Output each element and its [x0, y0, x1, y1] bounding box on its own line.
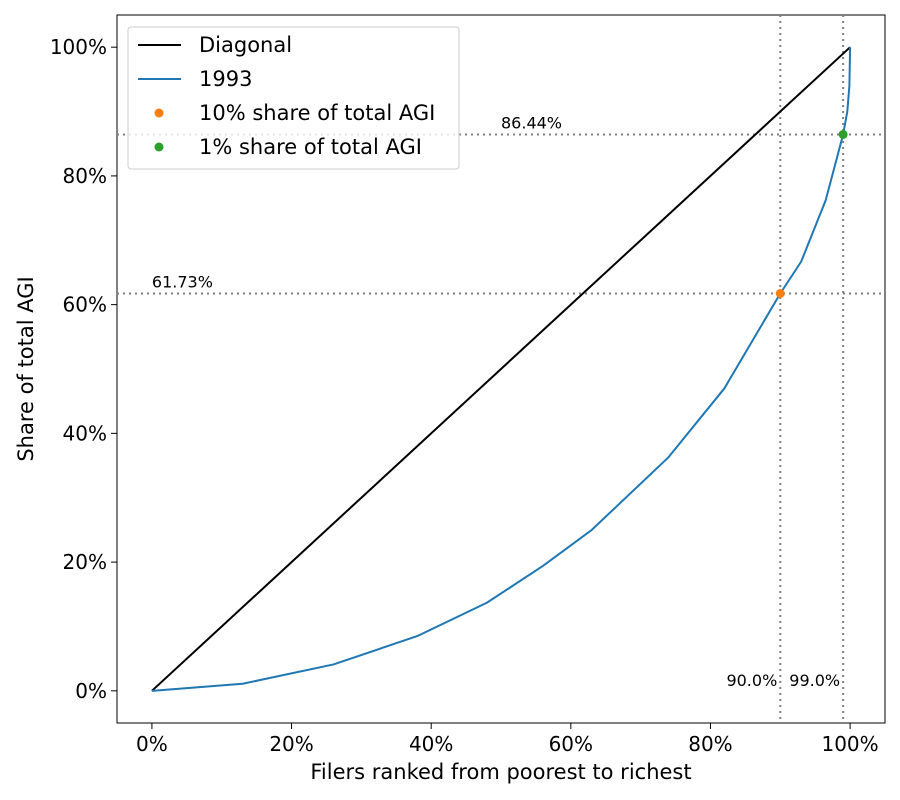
reference-label: 99.0% — [789, 671, 840, 690]
legend-label: Diagonal — [199, 33, 292, 57]
legend-frame — [127, 26, 460, 170]
legend-label: 1993 — [199, 67, 252, 91]
y-tick-label: 0% — [75, 679, 107, 703]
y-tick-label: 40% — [63, 421, 107, 445]
highlight-points — [775, 129, 848, 299]
legend-label: 1% share of total AGI — [199, 135, 422, 159]
y-axis: 0% 20% 40% 60% 80% 100% — [50, 35, 117, 703]
series-lines — [151, 46, 852, 692]
series-line — [151, 47, 852, 692]
legend-marker — [154, 108, 164, 118]
y-tick-label: 60% — [63, 293, 107, 317]
legend: Diagonal 1993 10% share of total AGI 1% sha… — [127, 26, 460, 170]
x-tick-label: 100% — [821, 732, 878, 756]
legend-marker — [154, 142, 164, 152]
reference-label: 61.73% — [152, 273, 213, 292]
highlight-point — [838, 129, 848, 139]
highlight-point — [775, 289, 785, 299]
x-tick-label: 80% — [688, 732, 732, 756]
x-axis: 0% 20% 40% 60% 80% 100% — [136, 723, 879, 756]
x-tick-label: 0% — [136, 732, 168, 756]
x-tick-label: 60% — [549, 732, 593, 756]
series-line — [151, 46, 851, 692]
x-tick-label: 40% — [409, 732, 453, 756]
legend-label: 10% share of total AGI — [199, 101, 435, 125]
reference-label: 90.0% — [726, 671, 777, 690]
y-tick-label: 80% — [63, 164, 107, 188]
y-tick-label: 100% — [50, 35, 107, 59]
reference-label: 86.44% — [501, 113, 562, 132]
x-axis-label: Filers ranked from poorest to richest — [310, 760, 691, 784]
reference-annotations: 86.44% 61.73% 90.0% 99.0% — [152, 113, 840, 689]
y-tick-label: 20% — [63, 550, 107, 574]
y-axis-label: Share of total AGI — [14, 276, 38, 461]
x-tick-label: 20% — [269, 732, 313, 756]
